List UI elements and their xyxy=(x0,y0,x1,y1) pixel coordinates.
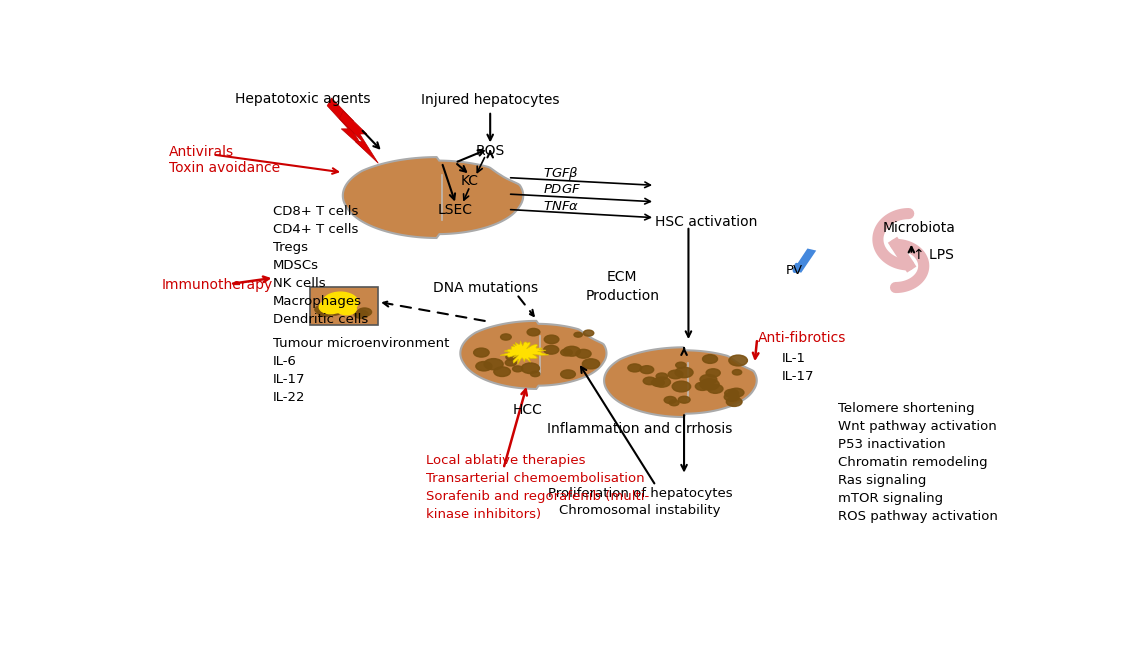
Circle shape xyxy=(675,367,694,378)
Circle shape xyxy=(354,310,368,318)
Polygon shape xyxy=(792,249,816,273)
Circle shape xyxy=(561,349,572,356)
Circle shape xyxy=(506,354,517,360)
Circle shape xyxy=(729,388,744,397)
Circle shape xyxy=(640,366,654,374)
Circle shape xyxy=(574,332,582,338)
Text: ECM
Production: ECM Production xyxy=(586,270,659,303)
Circle shape xyxy=(628,364,641,372)
Circle shape xyxy=(724,390,739,398)
Circle shape xyxy=(484,359,504,370)
Polygon shape xyxy=(343,157,523,238)
Circle shape xyxy=(700,379,720,390)
Circle shape xyxy=(732,370,741,375)
Text: $PDGF$: $PDGF$ xyxy=(543,183,581,197)
Text: IL-1
IL-17: IL-1 IL-17 xyxy=(782,352,814,383)
Text: Injured hepatocytes: Injured hepatocytes xyxy=(421,93,559,107)
Circle shape xyxy=(563,346,580,356)
Text: Proliferation of hepatocytes
Chromosomal instability: Proliferation of hepatocytes Chromosomal… xyxy=(548,487,732,517)
Text: $TGF\beta$: $TGF\beta$ xyxy=(543,165,579,182)
Text: Hepatotoxic agents: Hepatotoxic agents xyxy=(234,92,371,106)
Circle shape xyxy=(652,379,664,386)
Circle shape xyxy=(317,308,332,317)
Text: Local ablative therapies
Transarterial chemoembolisation
Sorafenib and regorafen: Local ablative therapies Transarterial c… xyxy=(426,454,649,521)
Circle shape xyxy=(670,400,679,406)
Circle shape xyxy=(521,363,539,374)
Polygon shape xyxy=(327,98,364,149)
Text: DNA mutations: DNA mutations xyxy=(433,281,538,295)
Circle shape xyxy=(669,370,683,379)
Polygon shape xyxy=(604,348,757,417)
Circle shape xyxy=(656,373,667,380)
Circle shape xyxy=(357,308,372,316)
Circle shape xyxy=(703,355,717,364)
Text: HSC activation: HSC activation xyxy=(655,215,757,229)
Text: Immunotherapy: Immunotherapy xyxy=(161,279,273,292)
Polygon shape xyxy=(460,321,606,389)
Circle shape xyxy=(561,370,575,378)
Circle shape xyxy=(729,355,747,366)
Circle shape xyxy=(493,367,511,376)
Text: KC: KC xyxy=(460,174,479,188)
Circle shape xyxy=(582,359,599,369)
Text: $TNF\alpha$: $TNF\alpha$ xyxy=(543,200,579,213)
Circle shape xyxy=(337,303,356,315)
Circle shape xyxy=(644,377,656,385)
Text: LSEC: LSEC xyxy=(438,203,473,217)
Circle shape xyxy=(327,307,341,315)
Polygon shape xyxy=(340,111,379,163)
Circle shape xyxy=(531,372,540,377)
Circle shape xyxy=(505,360,516,366)
Circle shape xyxy=(724,393,739,402)
Circle shape xyxy=(323,292,358,313)
Text: HCC: HCC xyxy=(513,403,542,417)
Circle shape xyxy=(679,396,690,403)
Circle shape xyxy=(474,348,489,357)
Circle shape xyxy=(545,335,559,344)
Circle shape xyxy=(706,369,720,377)
Text: CD8+ T cells
CD4+ T cells
Tregs
MDSCs
NK cells
Macrophages
Dendritic cells: CD8+ T cells CD4+ T cells Tregs MDSCs NK… xyxy=(273,205,367,326)
Circle shape xyxy=(500,334,512,340)
Text: Antivirals
Toxin avoidance: Antivirals Toxin avoidance xyxy=(168,145,280,175)
Text: Microbiota: Microbiota xyxy=(882,221,955,235)
FancyBboxPatch shape xyxy=(309,287,379,325)
Circle shape xyxy=(727,398,742,406)
Circle shape xyxy=(326,301,340,309)
Circle shape xyxy=(528,328,540,336)
Text: Tumour microenvironment
IL-6
IL-17
IL-22: Tumour microenvironment IL-6 IL-17 IL-22 xyxy=(273,337,449,404)
Text: ↑ LPS: ↑ LPS xyxy=(913,247,954,261)
Circle shape xyxy=(707,384,723,394)
Circle shape xyxy=(583,330,594,336)
Circle shape xyxy=(576,350,591,358)
Circle shape xyxy=(653,377,671,388)
Circle shape xyxy=(700,374,716,384)
Circle shape xyxy=(543,346,558,354)
Circle shape xyxy=(696,382,709,390)
Text: Anti-fibrotics: Anti-fibrotics xyxy=(758,331,846,346)
Circle shape xyxy=(672,381,690,392)
Circle shape xyxy=(315,305,329,313)
Text: Inflammation and cirrhosis: Inflammation and cirrhosis xyxy=(547,422,732,436)
Polygon shape xyxy=(500,341,549,364)
Circle shape xyxy=(664,396,677,404)
Circle shape xyxy=(475,362,492,371)
Text: Telomere shortening
Wnt pathway activation
P53 inactivation
Chromatin remodeling: Telomere shortening Wnt pathway activati… xyxy=(838,402,998,523)
Text: PV: PV xyxy=(786,263,803,277)
Circle shape xyxy=(513,366,523,372)
Circle shape xyxy=(319,300,342,313)
Text: ROS: ROS xyxy=(475,144,505,158)
Circle shape xyxy=(675,362,686,368)
